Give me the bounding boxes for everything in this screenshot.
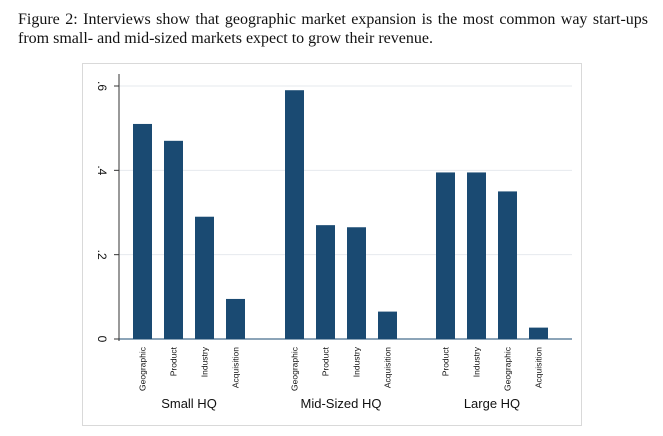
- bar: [467, 172, 486, 339]
- chart-panel: 0 .2 .4 .6 Geographic Product Industry Acquisi…: [82, 63, 582, 426]
- category-label: Geographic: [138, 346, 148, 391]
- bar: [498, 191, 517, 339]
- category-label: Geographic: [290, 346, 300, 391]
- bar: [226, 298, 245, 339]
- bar: [378, 311, 397, 339]
- group-label: Large HQ: [464, 396, 520, 411]
- category-label: Industry: [200, 346, 210, 377]
- bar: [195, 216, 214, 339]
- bar-chart: 0 .2 .4 .6 Geographic Product Industry Acquisi…: [82, 63, 582, 426]
- y-tick-label: 0: [95, 336, 109, 343]
- category-label: Industry: [472, 346, 482, 377]
- y-tick-label: .6: [95, 81, 109, 91]
- bar: [164, 140, 183, 339]
- figure-caption: Figure 2: Interviews show that geographi…: [18, 11, 648, 47]
- category-labels: Geographic Product Industry Acquisition Geog…: [138, 346, 544, 391]
- bar: [436, 172, 455, 339]
- category-label: Acquisition: [231, 347, 241, 388]
- category-label: Acquisition: [383, 347, 393, 388]
- group-label: Small HQ: [161, 396, 217, 411]
- group-label: Mid-Sized HQ: [301, 396, 382, 411]
- category-label: Product: [169, 346, 179, 376]
- bars: [133, 90, 548, 339]
- category-label: Acquisition: [534, 347, 544, 388]
- bar: [316, 225, 335, 339]
- bar: [347, 227, 366, 339]
- category-label: Industry: [352, 346, 362, 377]
- y-axis-ticks: 0 .2 .4 .6: [95, 81, 119, 343]
- group-labels: Small HQ Mid-Sized HQ Large HQ: [161, 396, 520, 411]
- y-tick-label: .2: [95, 250, 109, 260]
- bar: [529, 327, 548, 339]
- bar: [133, 123, 152, 339]
- category-label: Product: [441, 346, 451, 376]
- bar: [285, 90, 304, 339]
- y-tick-label: .4: [95, 165, 109, 175]
- category-label: Product: [321, 346, 331, 376]
- category-label: Geographic: [503, 346, 513, 391]
- gridlines: [119, 85, 572, 340]
